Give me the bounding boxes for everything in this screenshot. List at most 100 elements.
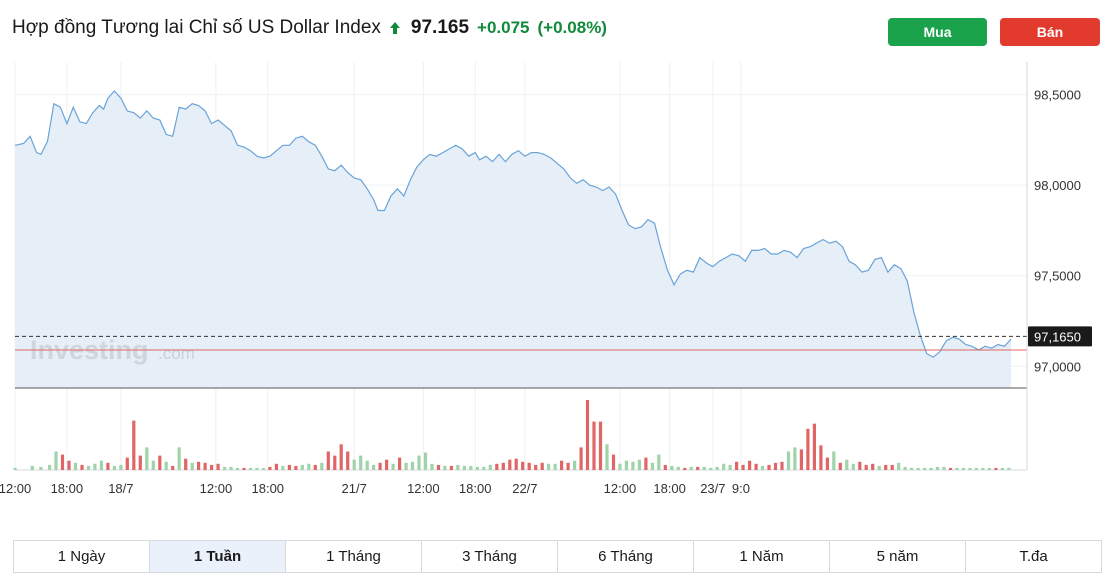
volume-bar bbox=[877, 465, 881, 470]
price-chart[interactable]: Investing .com 98,500098,000097,500097,0… bbox=[0, 52, 1114, 502]
volume-bar bbox=[890, 464, 894, 470]
period-tab[interactable]: 5 năm bbox=[830, 541, 966, 572]
x-tick-label: 18:00 bbox=[653, 481, 686, 496]
period-tab[interactable]: 3 Tháng bbox=[422, 541, 558, 572]
period-tab[interactable]: T.đa bbox=[1019, 548, 1048, 565]
volume-bar bbox=[398, 457, 402, 470]
volume-bar bbox=[184, 458, 188, 470]
x-tick-label: 18:00 bbox=[252, 481, 285, 496]
volume-bar bbox=[359, 455, 363, 470]
volume-bar bbox=[138, 455, 142, 470]
volume-bar bbox=[391, 463, 395, 470]
volume-bar bbox=[650, 462, 654, 470]
volume-bar bbox=[248, 467, 253, 470]
volume-bar bbox=[235, 467, 240, 470]
volume-bar bbox=[268, 466, 272, 470]
volume-bar bbox=[54, 451, 58, 470]
volume-bar bbox=[799, 449, 803, 470]
volume-bar bbox=[443, 465, 447, 470]
volume-bar bbox=[560, 460, 564, 470]
volume-bar bbox=[333, 455, 337, 470]
volume-bar bbox=[404, 462, 408, 470]
volume-bar bbox=[106, 462, 110, 470]
volume-bar bbox=[663, 464, 667, 470]
volume-bar bbox=[482, 466, 486, 470]
volume-bar bbox=[773, 462, 778, 470]
volume-bar bbox=[1007, 467, 1011, 470]
volume-bar bbox=[125, 457, 129, 470]
volume-bar bbox=[780, 461, 784, 470]
volume-bar bbox=[274, 463, 278, 470]
volume-bar bbox=[495, 463, 499, 470]
volume-bar bbox=[365, 460, 369, 470]
volume-bar bbox=[430, 463, 434, 470]
volume-bar bbox=[346, 451, 350, 470]
volume-bar bbox=[845, 459, 849, 470]
volume-bar bbox=[449, 465, 453, 470]
x-tick-label: 22/7 bbox=[512, 481, 537, 496]
volume-bar bbox=[566, 462, 570, 470]
sell-button[interactable]: Bán bbox=[1000, 18, 1100, 46]
y-tick-label: 98,0000 bbox=[1034, 178, 1081, 193]
volume-bar bbox=[372, 464, 376, 470]
x-tick-label: 9:0 bbox=[732, 481, 750, 496]
volume-bar bbox=[806, 428, 810, 470]
volume-bar bbox=[210, 464, 214, 470]
volume-bar bbox=[281, 465, 285, 470]
volume-bar bbox=[819, 445, 823, 470]
x-tick-label: 18:00 bbox=[51, 481, 84, 496]
volume-bar bbox=[132, 420, 136, 470]
period-tab[interactable]: 1 Năm bbox=[694, 541, 830, 572]
volume-bar bbox=[527, 462, 531, 470]
volume-bar bbox=[942, 466, 946, 470]
volume-bar bbox=[553, 463, 557, 470]
volume-bar bbox=[190, 462, 194, 470]
last-price: 97.165 bbox=[410, 17, 470, 38]
volume-bar bbox=[242, 467, 246, 470]
volume-bar bbox=[423, 452, 428, 470]
volume-bar bbox=[67, 460, 71, 470]
volume-bar bbox=[923, 467, 927, 470]
volume-bar bbox=[689, 466, 693, 470]
period-tab[interactable]: 1 Ngày bbox=[14, 541, 150, 572]
x-tick-label: 21/7 bbox=[342, 481, 367, 496]
x-tick-label: 12:00 bbox=[407, 481, 440, 496]
y-tick-label: 97,0000 bbox=[1034, 359, 1081, 374]
volume-bar bbox=[670, 465, 674, 470]
volume-bar bbox=[488, 464, 492, 470]
volume-bar bbox=[851, 463, 855, 470]
volume-bar bbox=[961, 467, 966, 470]
volume-bar bbox=[657, 454, 661, 470]
period-tab[interactable]: 1 Tháng bbox=[286, 541, 422, 572]
volume-bar bbox=[631, 461, 635, 470]
period-tab[interactable]: 1 Tuần bbox=[150, 541, 286, 572]
x-tick-label: 18:00 bbox=[459, 481, 492, 496]
volume-bar bbox=[501, 462, 505, 470]
volume-bar bbox=[929, 467, 933, 470]
volume-bar bbox=[307, 463, 311, 470]
volume-bar bbox=[197, 461, 201, 470]
volume-bar bbox=[385, 459, 389, 470]
volume-bar bbox=[884, 464, 888, 470]
buy-button[interactable]: Mua bbox=[888, 18, 987, 46]
volume-bar bbox=[722, 463, 726, 470]
volume-bar bbox=[300, 464, 304, 470]
period-tab[interactable]: 6 Tháng bbox=[558, 541, 694, 572]
volume-bar bbox=[93, 463, 97, 470]
volume-bar bbox=[644, 457, 648, 470]
x-tick-label: 12:00 bbox=[0, 481, 31, 496]
y-tick-label: 98,5000 bbox=[1034, 88, 1081, 103]
volume-bar bbox=[955, 467, 959, 470]
volume-bar bbox=[864, 464, 868, 470]
volume-bar bbox=[974, 467, 978, 470]
volume-bar bbox=[832, 451, 836, 470]
volume-bar bbox=[624, 460, 628, 470]
x-axis: 12:00 18:00 18/7 12:00 18:00 21/7 12:00 18:00 22… bbox=[0, 481, 750, 496]
volume-bar bbox=[119, 464, 123, 470]
volume-bar bbox=[30, 465, 34, 470]
volume-bar bbox=[436, 464, 441, 470]
volume-bar bbox=[696, 466, 700, 470]
volume-bar bbox=[968, 467, 972, 470]
volume-bar bbox=[540, 462, 544, 470]
volume-bar bbox=[981, 467, 985, 470]
